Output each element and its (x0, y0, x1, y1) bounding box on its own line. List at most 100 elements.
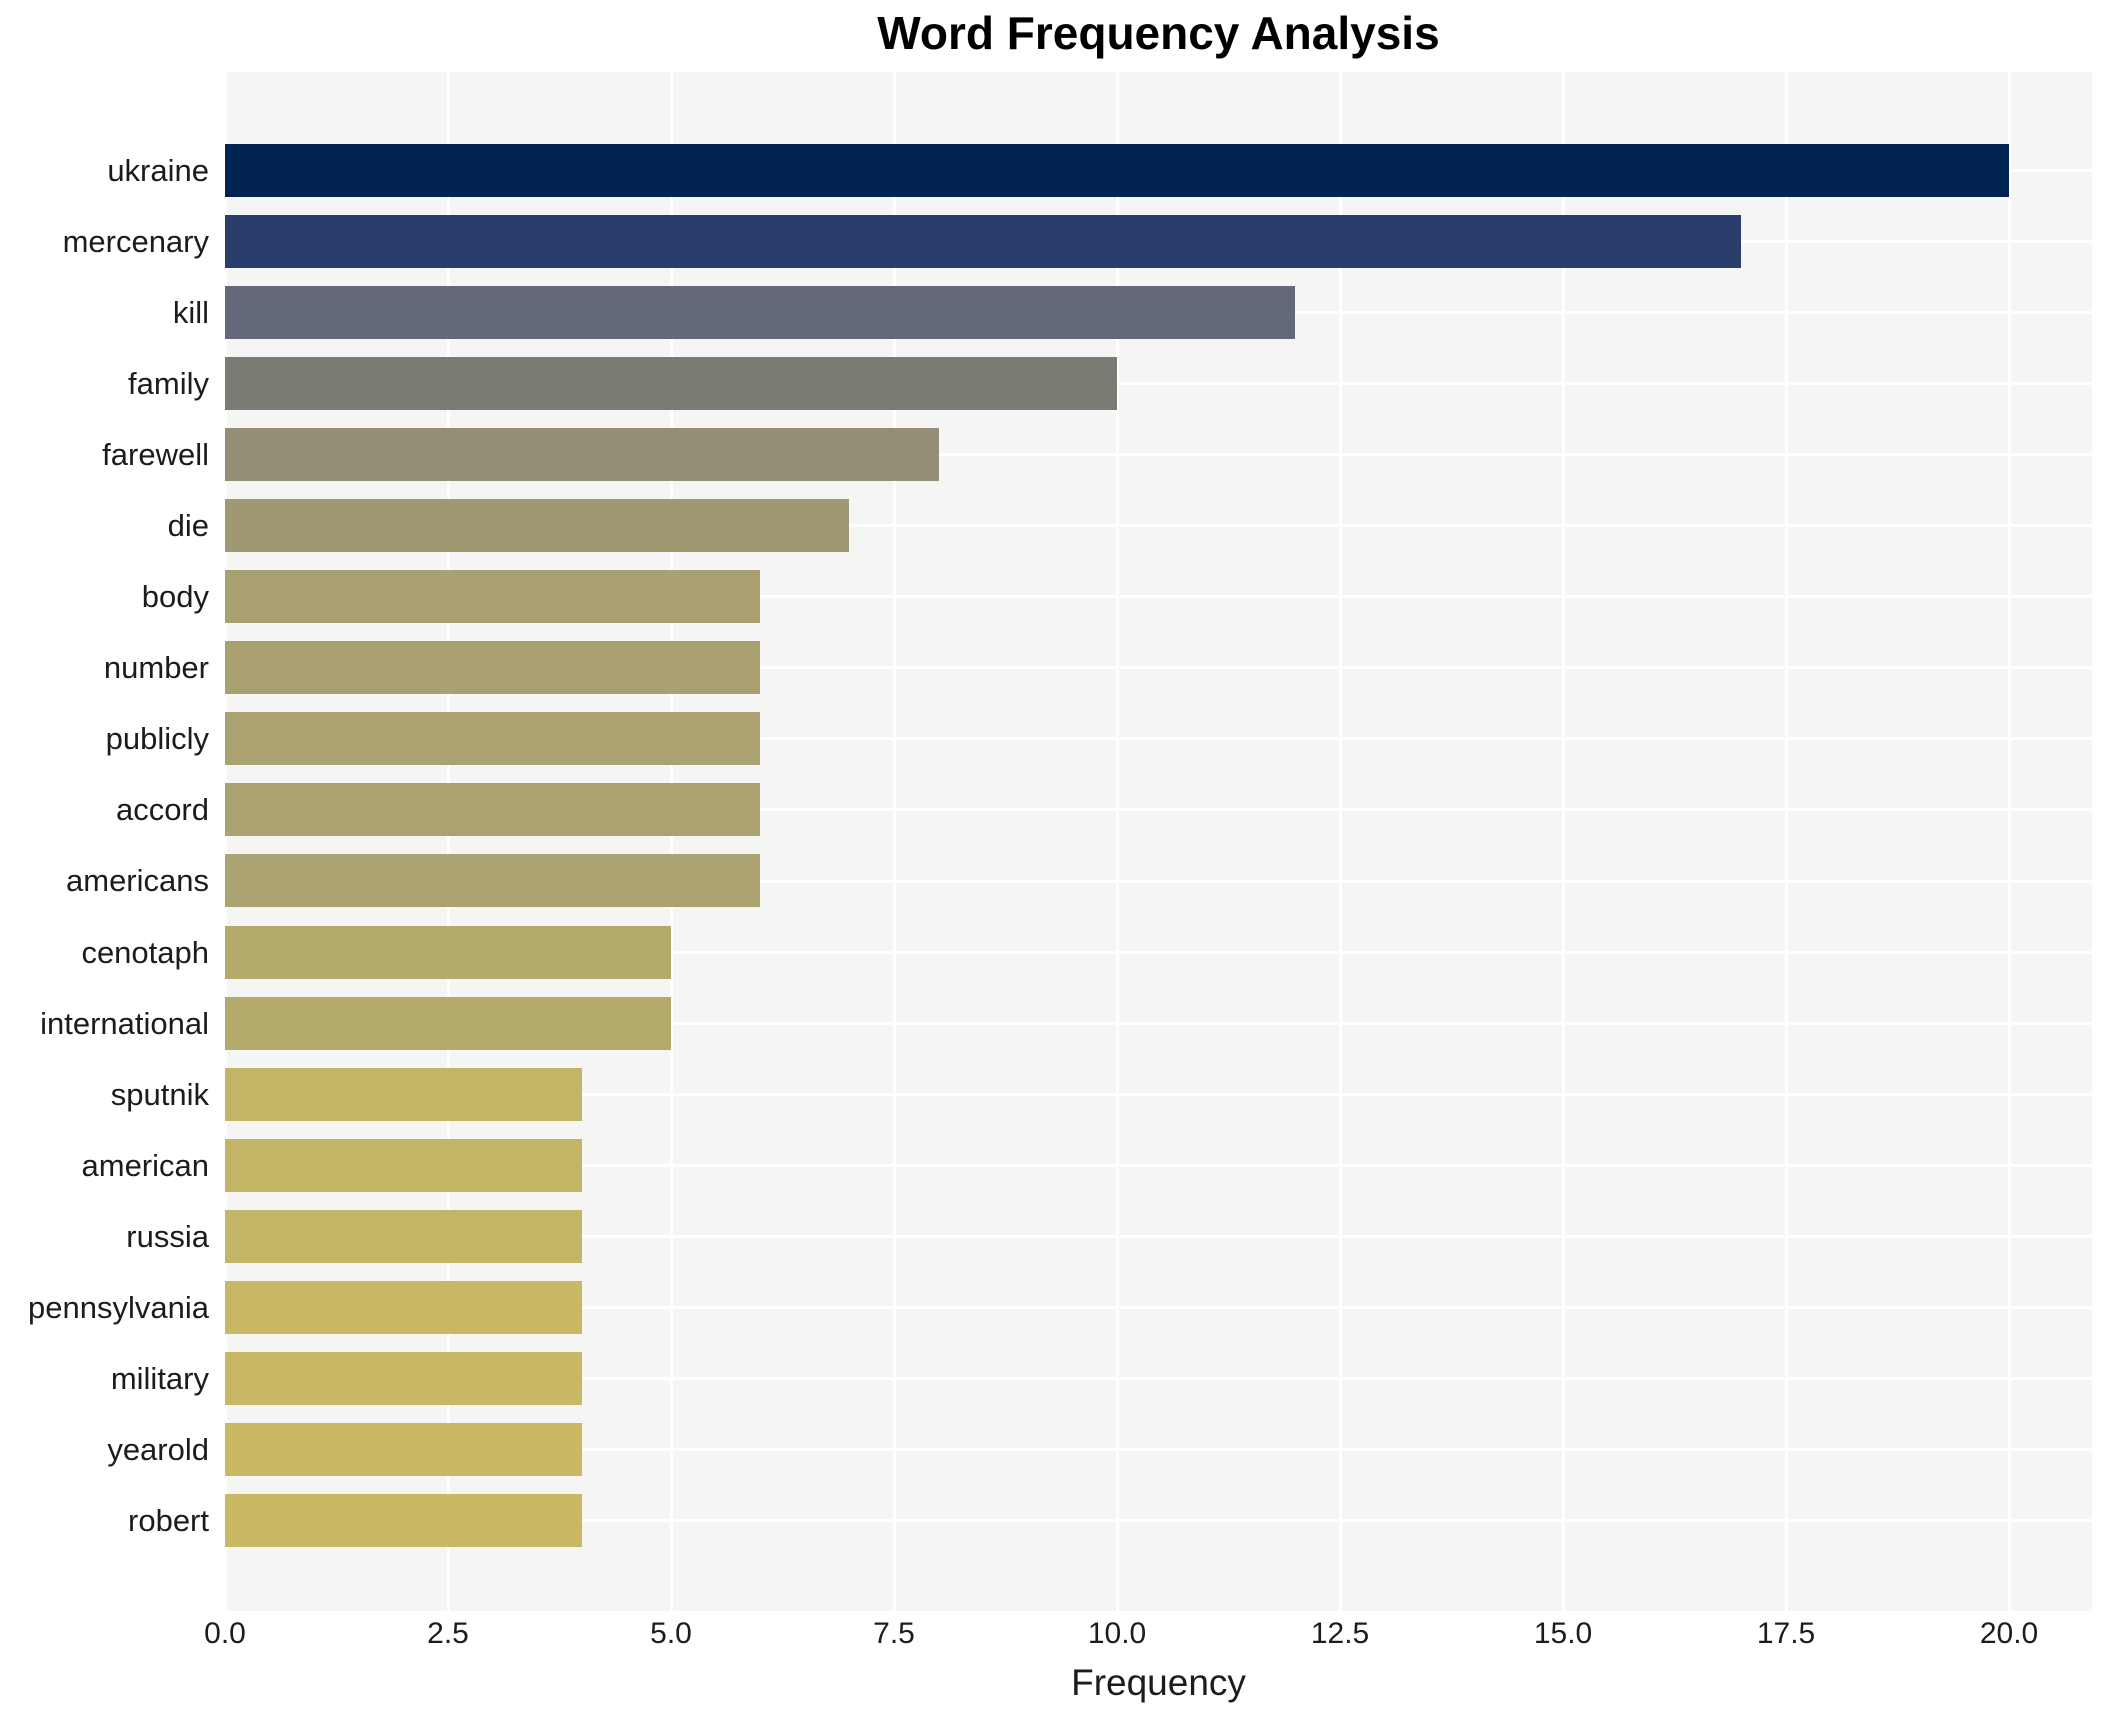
y-tick-label: american (81, 1147, 210, 1183)
bar-accord (225, 783, 761, 837)
bar-row: number (0, 641, 2092, 695)
bar-rows: ukraine mercenary kill family farewell die bod… (0, 144, 2092, 1547)
bar-row: cenotaph (0, 925, 2092, 979)
bar-track (225, 854, 2092, 908)
bar-track (225, 1351, 2092, 1405)
x-tick-label: 0.0 (204, 1617, 246, 1650)
x-tick-label: 2.5 (427, 1617, 469, 1650)
bar-cenotaph (225, 925, 671, 979)
y-tick-label: cenotaph (81, 934, 209, 970)
bar-family (225, 357, 1118, 411)
h-gridline (225, 1447, 2092, 1451)
bar-row: body (0, 570, 2092, 624)
y-tick-label: military (110, 1360, 209, 1396)
bar-number (225, 641, 761, 695)
y-tick-label: americans (66, 863, 209, 899)
bar-mercenary (225, 215, 1742, 269)
v-gridline (1339, 72, 1343, 1611)
h-gridline (225, 595, 2092, 599)
h-gridline (225, 879, 2092, 883)
bar-americans (225, 854, 761, 908)
x-tick-label: 15.0 (1533, 1617, 1593, 1650)
h-gridline (225, 808, 2092, 812)
h-gridline (225, 1021, 2092, 1025)
y-tick-label: die (167, 508, 209, 544)
x-tick-label: 17.5 (1756, 1617, 1816, 1650)
y-tick-label: international (40, 1005, 209, 1041)
h-gridline (225, 524, 2092, 528)
bar-publicly (225, 712, 761, 766)
bar-military (225, 1351, 582, 1405)
v-gridline (893, 72, 897, 1611)
bar-kill (225, 286, 1296, 340)
bar-track (225, 1422, 2092, 1476)
y-tick-label: mercenary (62, 224, 209, 260)
bar-track (225, 1067, 2092, 1121)
y-tick-label: kill (172, 295, 209, 331)
bar-body (225, 570, 761, 624)
bar-row: family (0, 357, 2092, 411)
bar-row: kill (0, 286, 2092, 340)
bar-pennsylvania (225, 1280, 582, 1334)
y-tick-label: publicly (105, 721, 209, 757)
bar-track (225, 1209, 2092, 1263)
bar-international (225, 996, 671, 1050)
h-gridline (225, 1305, 2092, 1309)
bar-row: military (0, 1351, 2092, 1405)
bar-track (225, 286, 2092, 340)
v-gridline (1562, 72, 1566, 1611)
bar-track (225, 570, 2092, 624)
y-tick-label: accord (115, 792, 209, 828)
x-tick-label: 20.0 (1979, 1617, 2039, 1650)
bar-row: publicly (0, 712, 2092, 766)
h-gridline (225, 453, 2092, 457)
h-gridline (225, 666, 2092, 670)
bar-yearold (225, 1422, 582, 1476)
bar-track (225, 996, 2092, 1050)
bar-track (225, 712, 2092, 766)
bar-track (225, 925, 2092, 979)
bar-track (225, 428, 2092, 482)
v-gridline (670, 72, 673, 1611)
h-gridline (225, 1518, 2092, 1522)
y-tick-label: robert (128, 1502, 209, 1538)
x-axis: 0.0 2.5 5.0 7.5 10.0 12.5 15.0 17.5 20.0 (204, 1617, 2092, 1657)
y-tick-label: sputnik (110, 1076, 209, 1112)
h-gridline (225, 737, 2092, 741)
v-gridline (224, 72, 227, 1611)
y-tick-label: pennsylvania (28, 1289, 209, 1325)
bar-row: pennsylvania (0, 1280, 2092, 1334)
bar-row: yearold (0, 1422, 2092, 1476)
h-gridline (225, 1234, 2092, 1238)
bar-track (225, 1138, 2092, 1192)
h-gridline (225, 382, 2092, 386)
y-tick-label: yearold (107, 1431, 209, 1467)
v-gridline (1116, 72, 1120, 1611)
bar-die (225, 499, 850, 553)
bar-row: mercenary (0, 215, 2092, 269)
bar-american (225, 1138, 582, 1192)
bar-track (225, 1280, 2092, 1334)
bar-row: accord (0, 783, 2092, 837)
v-gridline (1785, 72, 1789, 1611)
bar-track (225, 499, 2092, 553)
bar-ukraine (225, 144, 2010, 197)
bar-track (225, 1493, 2092, 1547)
x-tick-label: 7.5 (873, 1617, 915, 1650)
v-gridline (2008, 72, 2012, 1611)
bar-robert (225, 1493, 582, 1547)
bar-track (225, 215, 2092, 269)
bar-track (225, 144, 2092, 197)
h-gridline (225, 1092, 2092, 1096)
y-tick-label: ukraine (107, 153, 209, 188)
x-tick-label: 10.0 (1087, 1617, 1147, 1650)
bar-row: robert (0, 1493, 2092, 1547)
bar-farewell (225, 428, 939, 482)
h-gridline (225, 950, 2092, 954)
x-axis-label: Frequency (1071, 1662, 1246, 1703)
h-gridline (225, 1163, 2092, 1167)
bar-sputnik (225, 1067, 582, 1121)
bar-track (225, 783, 2092, 837)
bar-row: americans (0, 854, 2092, 908)
